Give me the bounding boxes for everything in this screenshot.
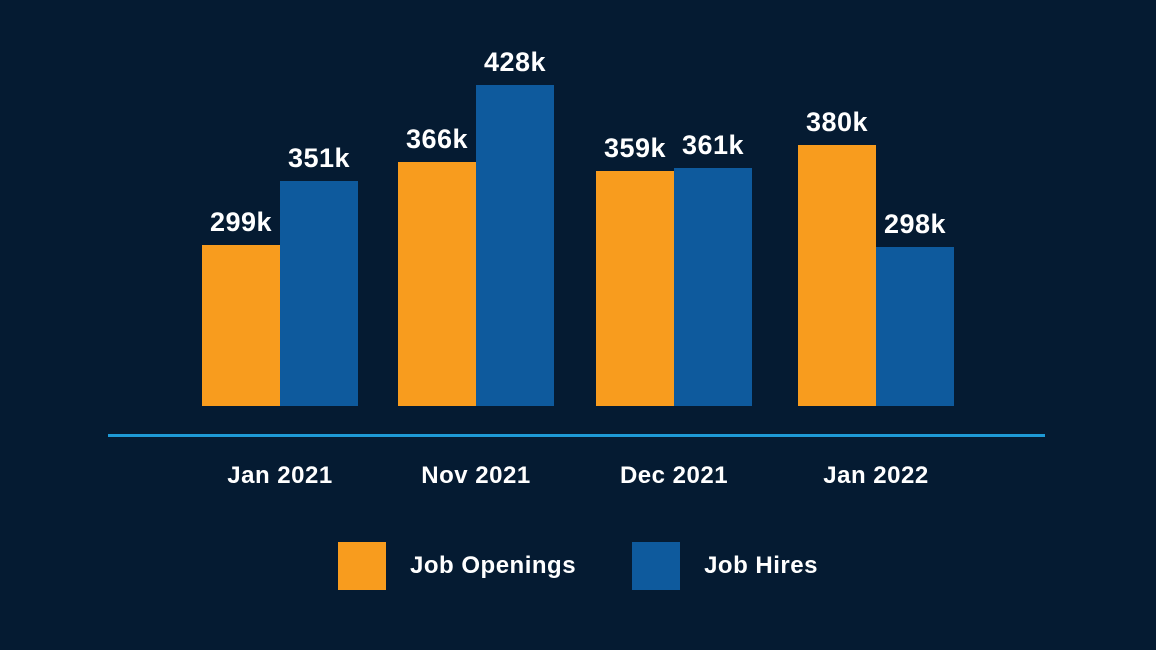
bar-job-openings-nov-2021	[398, 162, 476, 406]
bar-value-label-job-openings-nov-2021: 366k	[405, 124, 469, 154]
legend-swatch-job-hires	[632, 542, 681, 590]
x-axis-label-dec-2021: Dec 2021	[619, 462, 729, 489]
bar-job-openings-jan-2021	[202, 245, 280, 406]
legend: Job Openings Job Hires	[0, 542, 1156, 590]
bar-job-openings-dec-2021	[596, 171, 674, 406]
legend-swatch-job-openings	[338, 542, 387, 590]
bar-value-label-job-hires-dec-2021: 361k	[681, 130, 745, 160]
bar-value-label-job-hires-jan-2021: 351k	[287, 143, 351, 173]
legend-label-job-openings: Job Openings	[410, 552, 577, 579]
x-axis-label-jan-2021: Jan 2021	[227, 462, 333, 489]
bar-value-label-job-hires-jan-2022: 298k	[883, 209, 947, 239]
x-axis-label-nov-2021: Nov 2021	[421, 462, 531, 489]
bar-job-hires-jan-2022	[876, 247, 954, 406]
legend-item-job-hires: Job Hires	[632, 542, 818, 590]
legend-item-job-openings: Job Openings	[338, 542, 576, 590]
bar-value-label-job-hires-nov-2021: 428k	[483, 47, 547, 77]
bar-job-hires-jan-2021	[280, 181, 358, 406]
x-axis-label-jan-2022: Jan 2022	[823, 462, 929, 489]
bar-value-label-job-openings-jan-2021: 299k	[209, 207, 273, 237]
bar-value-label-job-openings-jan-2022: 380k	[805, 107, 869, 137]
bar-job-hires-dec-2021	[674, 168, 752, 406]
legend-label-job-hires: Job Hires	[704, 552, 818, 579]
bar-value-label-job-openings-dec-2021: 359k	[603, 133, 667, 163]
bar-job-openings-jan-2022	[798, 145, 876, 406]
bar-job-hires-nov-2021	[476, 85, 554, 406]
x-axis-line	[108, 434, 1045, 437]
